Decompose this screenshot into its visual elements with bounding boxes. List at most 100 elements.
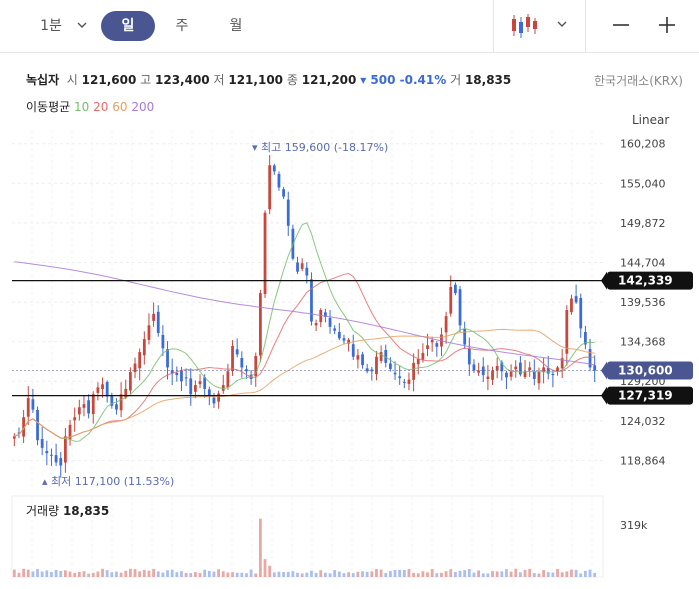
- candle-body: [560, 358, 564, 369]
- candlestick-style-icon[interactable]: [509, 12, 539, 40]
- candle-body: [356, 355, 360, 360]
- candle-body: [138, 352, 142, 369]
- y-tick-label: 118,864: [620, 454, 666, 467]
- candle-body: [96, 387, 100, 393]
- scale-mode-toggle[interactable]: Linear: [632, 113, 670, 127]
- candle-body: [59, 458, 63, 466]
- volume-bar: [105, 570, 109, 577]
- candle-body: [505, 372, 508, 378]
- candle-body: [375, 356, 378, 375]
- volume-bar: [491, 571, 494, 577]
- volume-bar: [212, 571, 216, 577]
- volume-bar: [198, 573, 202, 577]
- ma-60-line: [14, 328, 595, 439]
- volume-bar: [574, 569, 578, 577]
- candle-body: [194, 385, 197, 392]
- candle-body: [203, 377, 207, 389]
- change-value: ▾ 500 -0.41%: [360, 73, 447, 87]
- volume-bar: [194, 572, 197, 577]
- candle-body: [477, 370, 480, 373]
- volume-bar: [440, 572, 443, 577]
- candle-body: [481, 366, 485, 376]
- chevron-down-icon[interactable]: [74, 11, 90, 41]
- y-tick-label: 134,368: [620, 336, 666, 349]
- volume-bar: [375, 569, 378, 577]
- candle-body: [22, 417, 25, 437]
- volume-bar: [82, 571, 86, 577]
- volume-bar: [161, 572, 165, 577]
- candle-body: [36, 410, 39, 441]
- high-label: 고: [140, 73, 152, 87]
- volume-bar: [454, 571, 457, 577]
- candle-body: [593, 365, 597, 371]
- volume-bar: [240, 572, 244, 577]
- volume-bar: [50, 572, 53, 577]
- candle-body: [365, 368, 369, 372]
- candle-body: [579, 297, 583, 329]
- candle-body: [129, 372, 132, 391]
- volume-bar: [124, 570, 128, 577]
- moving-average-legend[interactable]: 이동평균 10 20 60 200: [26, 98, 154, 115]
- volume-bar: [226, 572, 230, 577]
- candle-body: [407, 379, 411, 384]
- volume-bar: [282, 572, 285, 577]
- volume-bar: [370, 571, 374, 577]
- candle-body: [198, 381, 202, 385]
- open-label: 시: [66, 73, 78, 87]
- candle-body: [305, 267, 309, 276]
- volume-bar: [514, 568, 518, 577]
- volume-bar: [170, 569, 174, 577]
- ma-200-label: 200: [131, 100, 155, 114]
- candle-body: [184, 377, 188, 379]
- candle-body: [542, 367, 545, 373]
- candle-body: [537, 372, 541, 384]
- candle-body: [282, 189, 285, 197]
- volume-bar: [463, 570, 467, 577]
- volume-bar: [268, 565, 272, 577]
- chevron-down-icon[interactable]: [556, 14, 568, 37]
- volume-bar: [435, 573, 439, 577]
- candle-body: [212, 397, 216, 404]
- volume-bar: [421, 571, 425, 577]
- candle-body: [235, 349, 239, 355]
- ma-200-line: [14, 261, 595, 366]
- volume-bar: [546, 572, 550, 577]
- volume-bar: [296, 572, 299, 577]
- volume-bar: [300, 573, 304, 577]
- candle-body: [430, 339, 434, 343]
- y-tick-label: 124,032: [620, 415, 666, 428]
- volume-bar: [467, 568, 471, 577]
- volume-bar: [579, 573, 583, 577]
- volume-bar: [254, 573, 258, 577]
- candle-body: [101, 384, 104, 389]
- candle-body: [458, 289, 462, 326]
- candle-body: [467, 348, 471, 365]
- volume-bar: [333, 570, 337, 577]
- candle-body: [570, 298, 573, 313]
- tab-week[interactable]: 주: [175, 18, 189, 34]
- volume-bar: [152, 569, 155, 577]
- volume-bar: [337, 571, 341, 577]
- zoom-in-button[interactable]: [654, 10, 680, 40]
- candle-body: [379, 352, 383, 361]
- volume-legend: 거래량 18,835: [26, 502, 109, 519]
- volume-bar: [328, 573, 332, 577]
- candle-body: [68, 424, 72, 440]
- candle-body: [50, 454, 53, 456]
- tab-month[interactable]: 월: [229, 18, 243, 34]
- candle-body: [342, 338, 346, 341]
- volume-bar: [40, 571, 44, 577]
- candle-body: [221, 385, 225, 391]
- volume-bar: [505, 569, 508, 577]
- tab-1-minute[interactable]: 1분: [40, 18, 62, 34]
- price-tag-arrow: [601, 386, 607, 405]
- candle-body: [491, 370, 494, 380]
- volume-bar: [110, 572, 114, 577]
- candle-body: [361, 354, 364, 366]
- candle-body: [31, 399, 35, 410]
- zoom-out-button[interactable]: [608, 10, 634, 40]
- volume-bar: [365, 571, 369, 577]
- candle-body: [528, 367, 532, 370]
- tab-day[interactable]: 일: [101, 11, 155, 41]
